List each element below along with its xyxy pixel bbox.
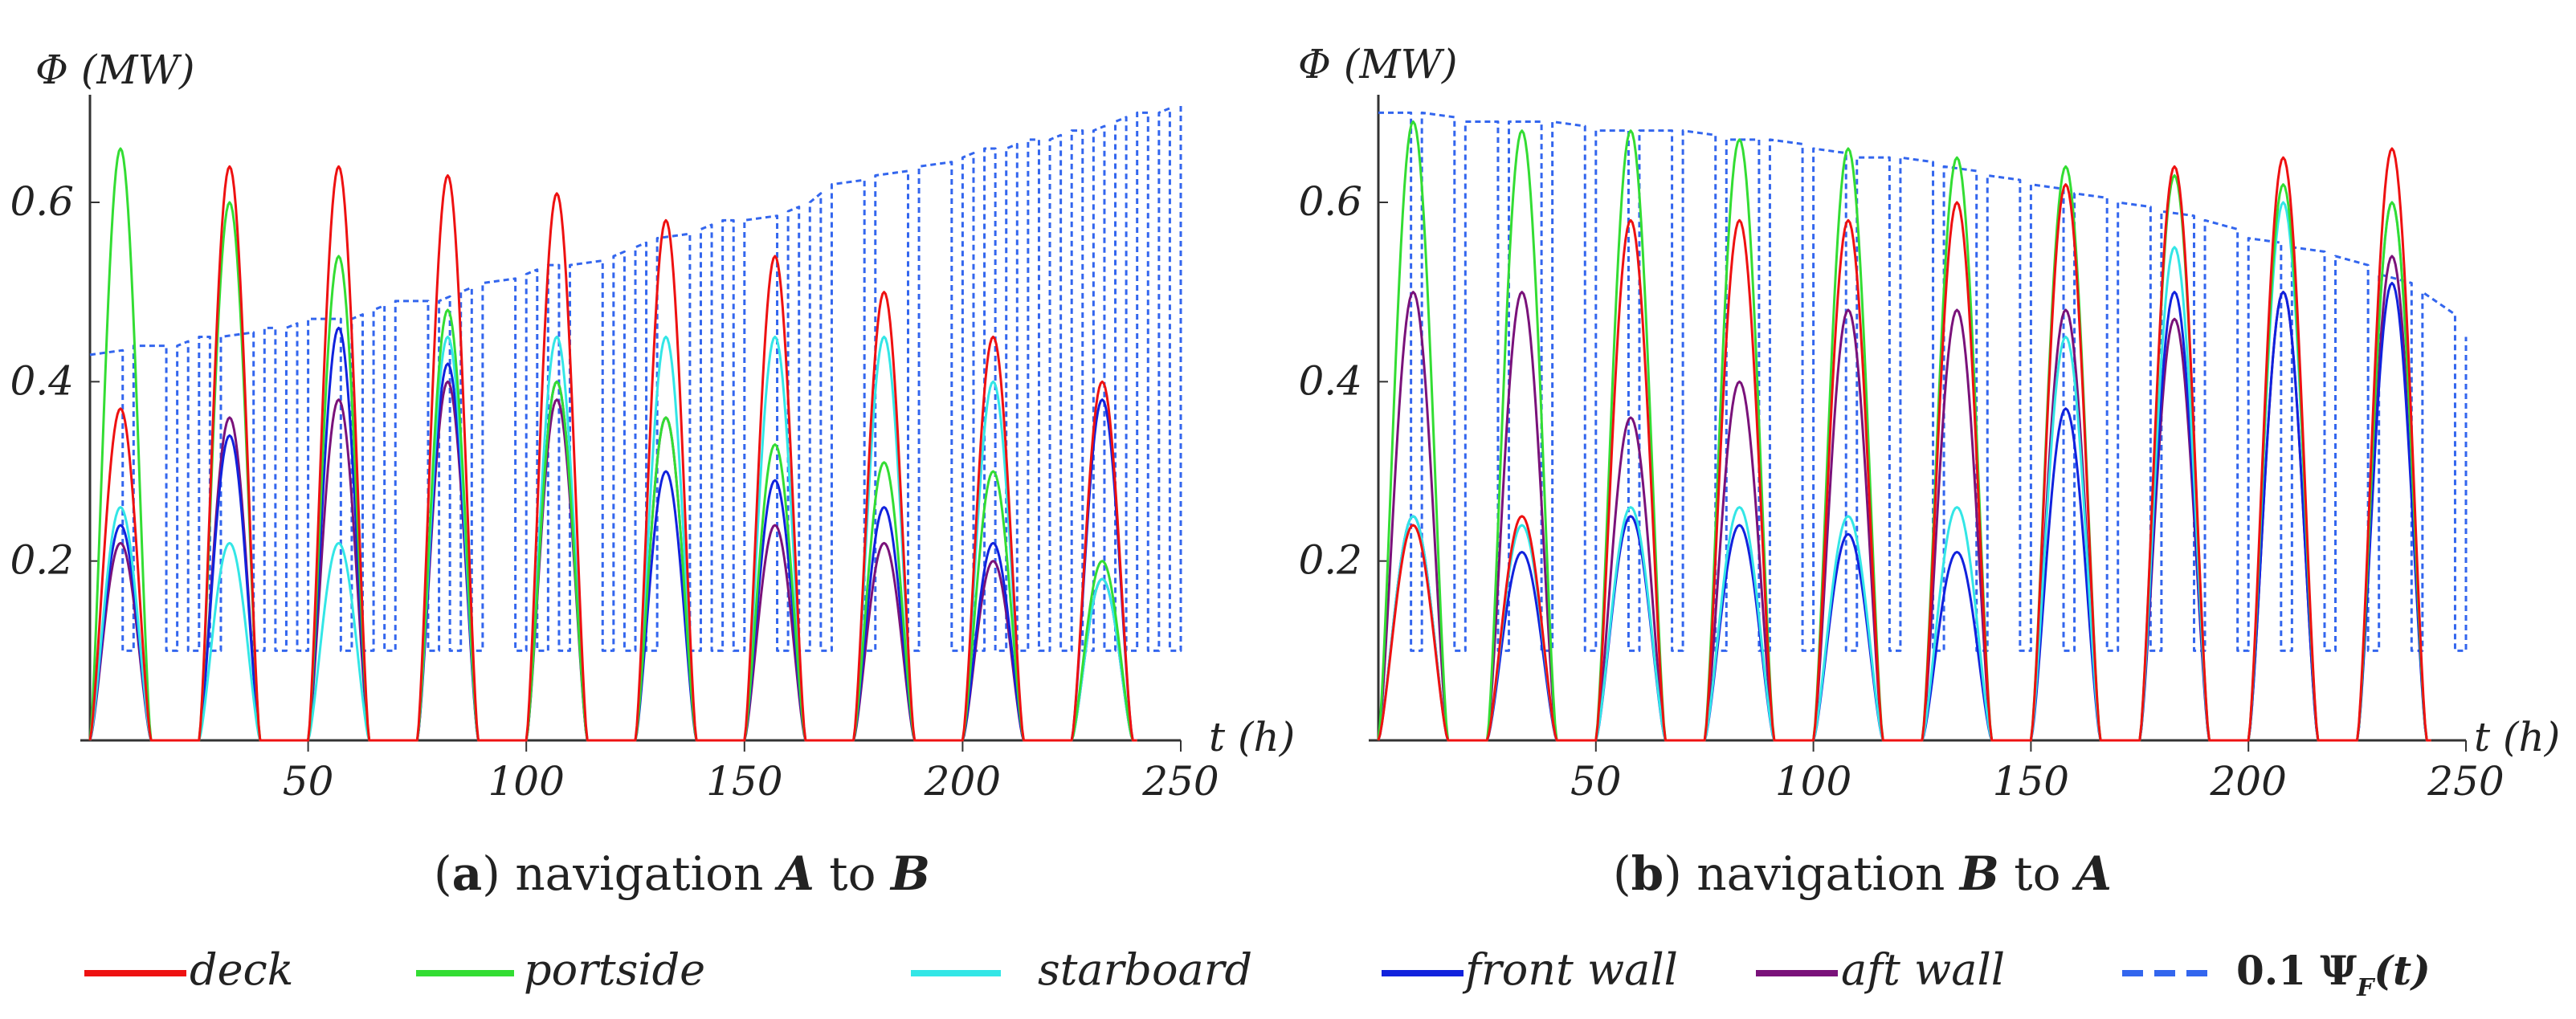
legend-item-aft-wall: aft wall <box>1756 944 2005 995</box>
legend-item-deck: deck <box>84 944 294 995</box>
chart-b-y-tick-label-0: 0.2 <box>1298 537 1362 584</box>
chart-b-y-ticks: 0.2 0.4 0.6 <box>1298 178 1388 584</box>
chart-b-series-front-wall <box>1377 282 2431 742</box>
legend-label-aft-wall: aft wall <box>1841 944 2005 995</box>
chart-b-series-aft-wall <box>1377 255 2431 742</box>
chart-a-y-tick-label-1: 0.4 <box>10 357 74 404</box>
chart-a-x-tick-label-3: 200 <box>924 758 1001 805</box>
chart-a-series-deck <box>88 165 1137 742</box>
chart-b-series-deck <box>1377 147 2431 742</box>
chart-a-x-tick-label-4: 250 <box>1141 758 1219 805</box>
chart-a-x-label: t (h) <box>1209 714 1295 760</box>
legend-label-front-wall: front wall <box>1462 944 1678 995</box>
chart-b-y-tick-label-2: 0.6 <box>1298 178 1362 225</box>
chart-a-x-tick-label-0: 50 <box>283 758 334 805</box>
chart-a-y-ticks: 0.2 0.4 0.6 <box>10 178 100 584</box>
legend-item-starboard: starboard <box>911 944 1252 995</box>
legend-label-psi: 0.1 ΨF(t) <box>2236 947 2431 1002</box>
legend-item-psi: 0.1 ΨF(t) <box>2122 947 2431 1002</box>
chart-b-x-ticks: 50 100 150 200 250 <box>1570 740 2505 805</box>
chart-b: Φ (MW) t (h) 0.2 0.4 0.6 50 100 150 200 250 (b… <box>1298 41 2560 901</box>
legend-item-portside: portside <box>416 944 705 995</box>
chart-b-x-tick-label-2: 150 <box>1993 758 2069 805</box>
chart-a-caption: (a) navigation A to B <box>434 846 930 901</box>
chart-a-x-tick-label-1: 100 <box>488 758 564 805</box>
chart-a-y-label: Φ (MW) <box>35 47 195 93</box>
legend-label-portside: portside <box>524 944 705 995</box>
chart-a-y-tick-label-0: 0.2 <box>10 537 74 584</box>
chart-a-series-psi <box>89 104 1182 652</box>
chart-b-caption: (b) navigation B to A <box>1613 846 2112 901</box>
chart-b-x-tick-label-3: 200 <box>2209 758 2286 805</box>
chart-b-series <box>1377 111 2468 742</box>
chart-b-x-tick-label-1: 100 <box>1775 758 1851 805</box>
chart-b-y-tick-label-1: 0.4 <box>1298 357 1362 404</box>
chart-a-x-ticks: 50 100 150 200 250 <box>283 740 1219 805</box>
legend: deck portside starboard front wall aft w… <box>84 944 2431 1002</box>
chart-b-x-label: t (h) <box>2474 714 2560 760</box>
legend-item-front-wall: front wall <box>1382 944 1678 995</box>
chart-b-x-tick-label-0: 50 <box>1570 758 1622 805</box>
chart-b-x-tick-label-4: 250 <box>2427 758 2504 805</box>
chart-a-series <box>88 104 1182 742</box>
chart-b-y-label: Φ (MW) <box>1298 41 1458 88</box>
legend-label-starboard: starboard <box>1038 944 1252 995</box>
legend-label-deck: deck <box>190 944 294 995</box>
chart-a-y-tick-label-2: 0.6 <box>10 178 74 225</box>
chart-a: Φ (MW) t (h) 0.2 0.4 0.6 50 100 150 200 250 (a… <box>10 47 1295 901</box>
chart-b-series-psi <box>1378 111 2468 652</box>
chart-a-x-tick-label-2: 150 <box>706 758 782 805</box>
